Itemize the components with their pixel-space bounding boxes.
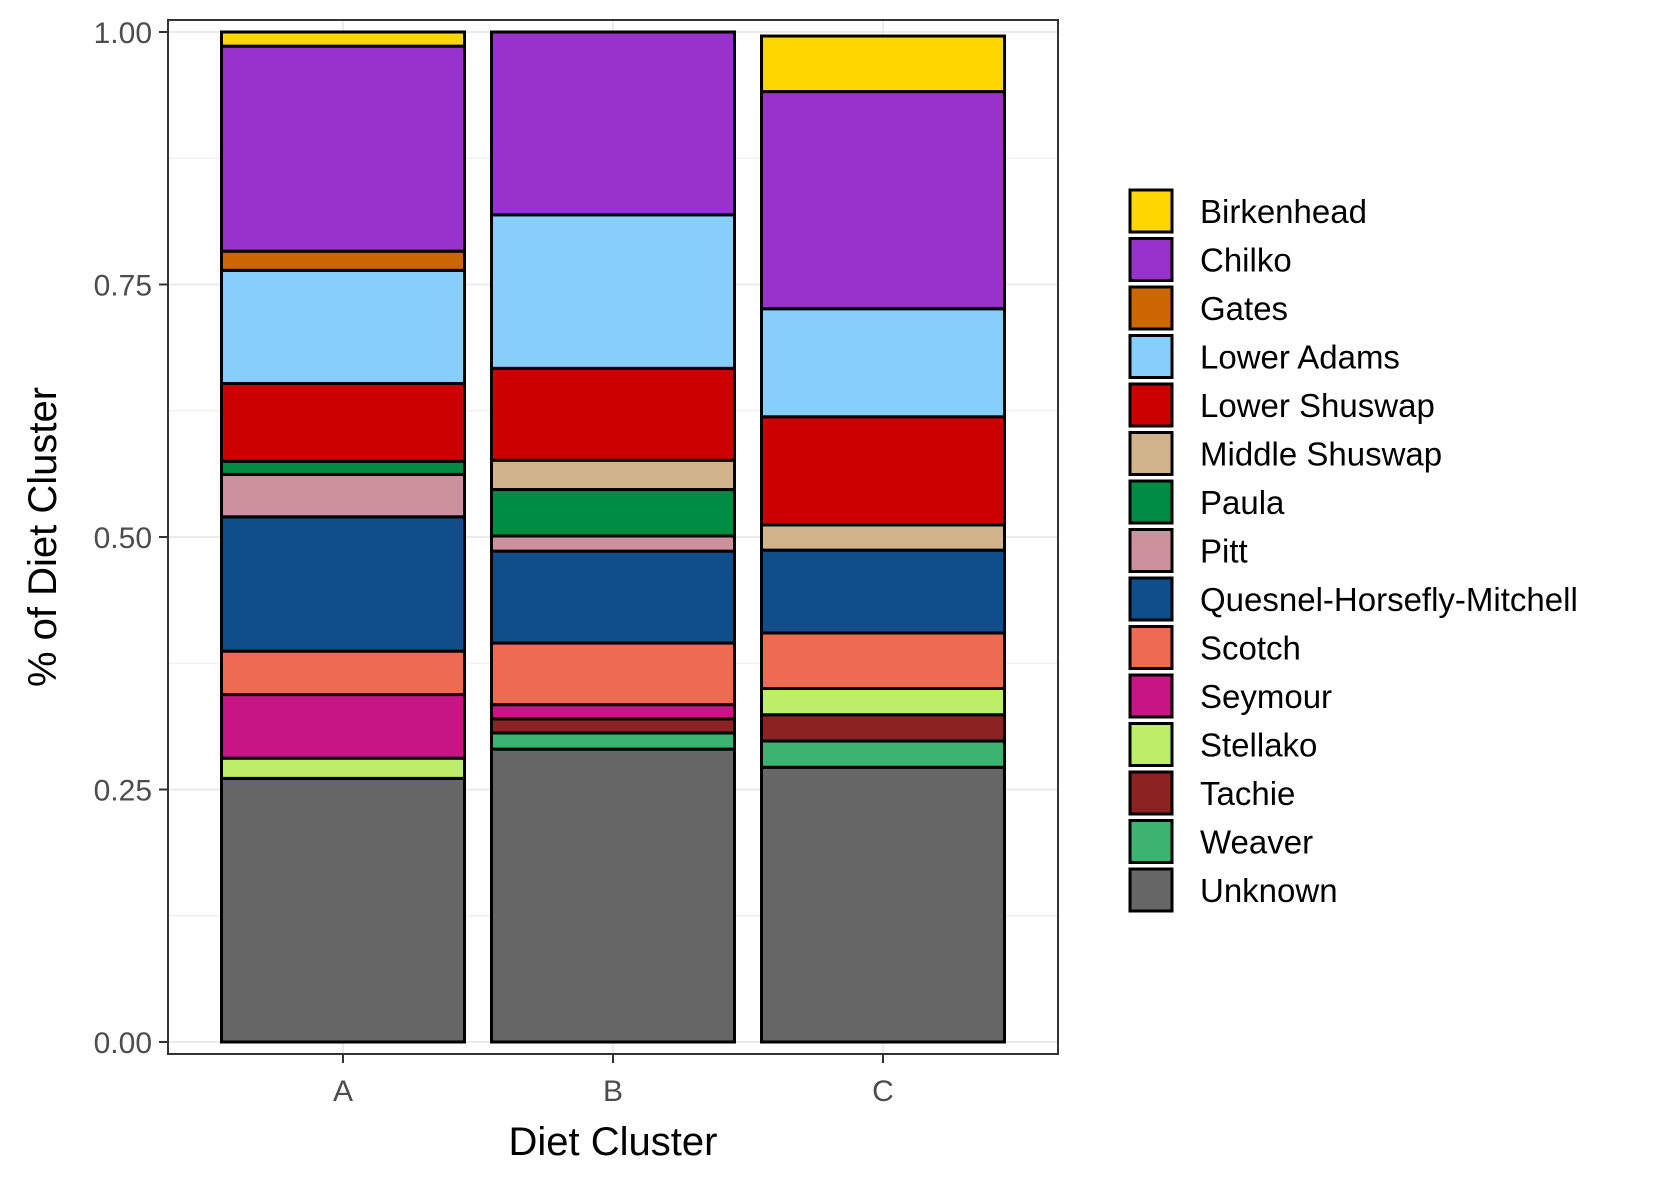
bar-segment bbox=[220, 249, 466, 272]
bar-segment bbox=[220, 756, 466, 780]
bar-segment bbox=[760, 765, 1006, 1044]
bar-segment bbox=[220, 515, 466, 653]
legend-key bbox=[1128, 625, 1174, 670]
legend-key bbox=[1128, 237, 1174, 282]
bar-segment bbox=[760, 631, 1006, 691]
bar-segment bbox=[490, 747, 736, 1044]
x-axis: A B C bbox=[333, 1054, 894, 1108]
legend-key bbox=[1128, 382, 1174, 428]
bar-segment bbox=[760, 548, 1006, 635]
bar-segment bbox=[760, 34, 1006, 94]
bar-segment bbox=[490, 458, 736, 492]
bar-segment bbox=[490, 641, 736, 707]
bar-segment bbox=[760, 739, 1006, 769]
legend-key bbox=[1128, 722, 1174, 767]
y-tick-label: 0.50 bbox=[94, 522, 152, 555]
bar-segment bbox=[490, 488, 736, 538]
y-tick-label: 1.00 bbox=[94, 17, 152, 50]
legend-label: Middle Shuswap bbox=[1200, 436, 1442, 473]
y-tick-label: 0.25 bbox=[94, 775, 152, 808]
bar-segment bbox=[220, 472, 466, 519]
legend-key bbox=[1128, 285, 1174, 331]
bar-segment bbox=[760, 307, 1006, 419]
legend-label: Lower Adams bbox=[1200, 339, 1400, 376]
legend-label: Chilko bbox=[1200, 242, 1292, 279]
bar-segment bbox=[490, 703, 736, 721]
bar-segment bbox=[490, 731, 736, 751]
bar-segment bbox=[220, 459, 466, 476]
legend-key bbox=[1128, 188, 1174, 234]
legend-key bbox=[1128, 431, 1174, 476]
bar-segment bbox=[760, 713, 1006, 743]
bar-segment bbox=[760, 523, 1006, 552]
y-axis-title: % of Diet Cluster bbox=[21, 387, 65, 687]
legend-key bbox=[1128, 770, 1174, 816]
bar-segment bbox=[220, 776, 466, 1044]
legend-key bbox=[1128, 334, 1174, 379]
bar-segment bbox=[490, 549, 736, 645]
legend-label: Stellako bbox=[1200, 727, 1317, 764]
legend-label: Quesnel-Horsefly-Mitchell bbox=[1200, 581, 1578, 618]
legend-label: Scotch bbox=[1200, 630, 1301, 667]
y-tick-label: 0.00 bbox=[94, 1027, 152, 1060]
bar-segment bbox=[490, 366, 736, 462]
legend-key bbox=[1128, 479, 1174, 525]
bar-segment bbox=[490, 213, 736, 370]
legend-label: Pitt bbox=[1200, 533, 1248, 570]
legend-label: Lower Shuswap bbox=[1200, 387, 1435, 424]
bar-segment bbox=[220, 30, 466, 48]
legend-label: Tachie bbox=[1200, 775, 1295, 812]
legend-key bbox=[1128, 528, 1174, 573]
bar-segment bbox=[220, 381, 466, 463]
bar-segment bbox=[220, 649, 466, 697]
x-axis-title: Diet Cluster bbox=[509, 1120, 718, 1164]
legend-label: Paula bbox=[1200, 484, 1285, 521]
legend-key bbox=[1128, 673, 1174, 719]
bar-segment bbox=[760, 415, 1006, 527]
legend-label: Birkenhead bbox=[1200, 193, 1367, 230]
y-tick-label: 0.75 bbox=[94, 270, 152, 303]
bar-segment bbox=[490, 717, 736, 735]
bar-segment bbox=[490, 534, 736, 553]
legend-label: Gates bbox=[1200, 290, 1288, 327]
bar-segment bbox=[220, 44, 466, 253]
x-tick-label: A bbox=[333, 1075, 353, 1108]
legend-label: Unknown bbox=[1200, 872, 1338, 909]
legend: Birkenhead Chilko Gates Lower Adams Lower Sh… bbox=[1128, 188, 1578, 913]
bar-segment bbox=[760, 687, 1006, 717]
legend-key bbox=[1128, 819, 1174, 864]
legend-label: Seymour bbox=[1200, 678, 1332, 715]
legend-label: Weaver bbox=[1200, 824, 1313, 861]
x-tick-label: C bbox=[872, 1075, 894, 1108]
legend-key bbox=[1128, 576, 1174, 622]
bars-layer bbox=[220, 30, 1006, 1044]
y-axis: 0.00 0.25 0.50 0.75 1.00 bbox=[94, 17, 168, 1060]
bar-segment bbox=[220, 268, 466, 385]
legend-key bbox=[1128, 867, 1174, 913]
bar-segment bbox=[760, 90, 1006, 311]
bar-segment bbox=[490, 30, 736, 217]
bar-segment bbox=[220, 693, 466, 760]
x-tick-label: B bbox=[603, 1075, 623, 1108]
